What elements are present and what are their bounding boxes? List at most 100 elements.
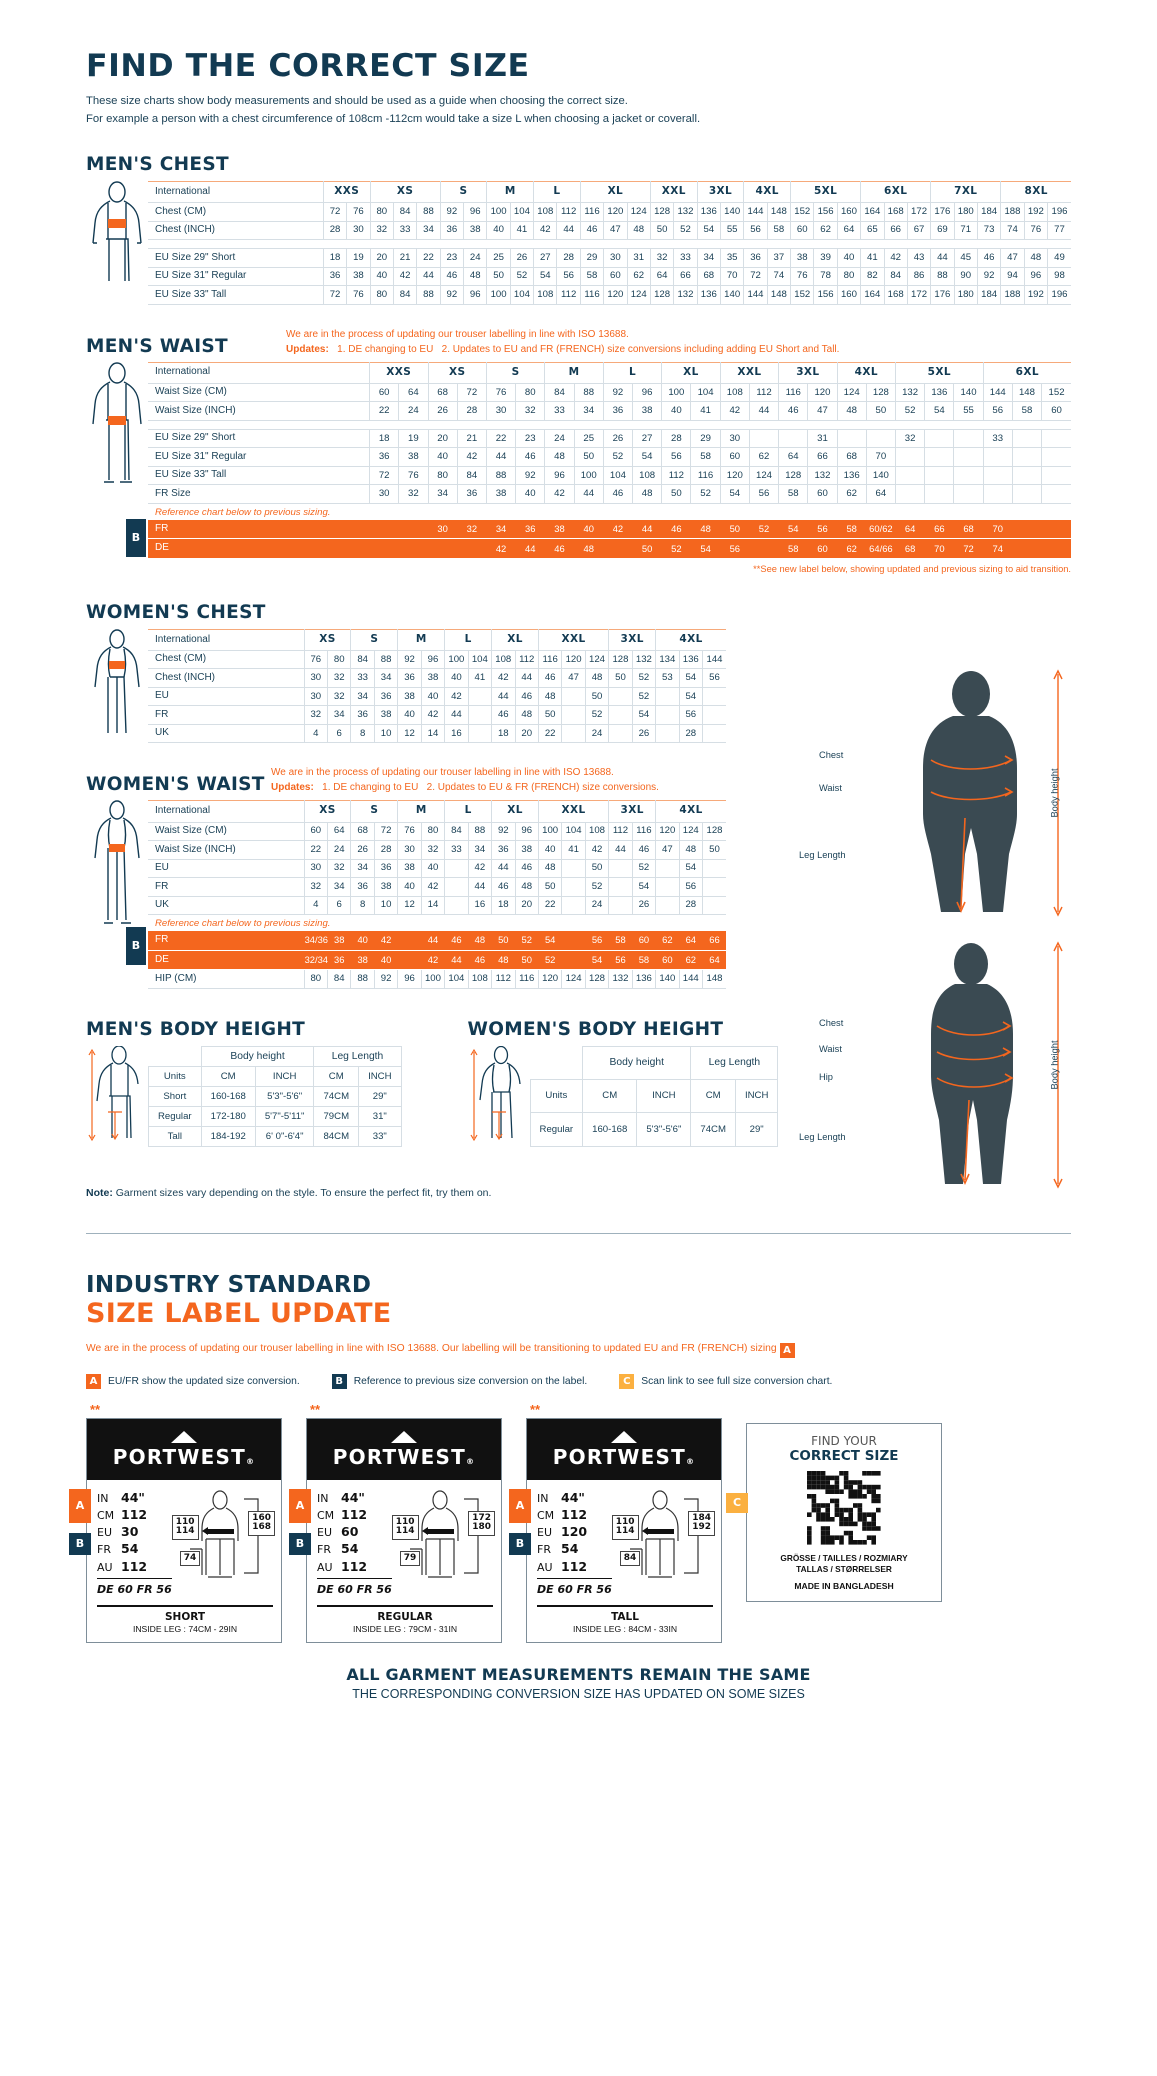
table-cell: 44 [748, 401, 779, 421]
spec-list: IN 44" CM 112 EU 120 FR 54 AU 112 DE 60 FR 56 [537, 1489, 612, 1597]
table-cell: 23 [515, 429, 545, 449]
table-cell: 40 [397, 877, 422, 897]
table-cell: 73 [976, 221, 1001, 241]
table-cell [953, 429, 984, 449]
spec-key: FR [97, 1543, 111, 1557]
table-cell [467, 687, 492, 707]
table-cell: 68 [894, 538, 925, 559]
table-cell: 104 [444, 969, 469, 989]
column-header: Units [529, 1078, 584, 1114]
table-cell: 94 [1000, 267, 1025, 287]
table-cell: 40 [573, 519, 604, 540]
table-cell: 76 [346, 285, 371, 305]
spec-value: 30 [121, 1524, 139, 1539]
qr-code-icon[interactable] [807, 1470, 881, 1545]
row-label: EU Size 33" Tall [148, 285, 324, 305]
table-cell: 47 [603, 221, 628, 241]
table-cell: 54 [778, 519, 808, 540]
table-cell: 36 [322, 267, 347, 287]
spec-key: IN [537, 1491, 549, 1505]
mens-waist-update-note: We are in the process of updating our tr… [286, 327, 839, 357]
female-callout-hip: Hip [819, 1072, 833, 1082]
row-label: Chest (CM) [148, 650, 305, 670]
male-height-figure [86, 1044, 148, 1147]
table-cell: 22 [485, 429, 516, 449]
brand-header: PORTWEST® [307, 1418, 501, 1480]
table-cell: 22 [369, 401, 399, 421]
table-cell [655, 724, 680, 744]
legend-text: Scan link to see full size conversion ch… [641, 1375, 833, 1387]
column-header: XXL [537, 629, 609, 651]
table-cell: 42 [420, 877, 445, 897]
table-cell: 44 [444, 705, 469, 725]
qr-title-line1: FIND YOUR [811, 1433, 877, 1448]
table-cell: 4 [303, 724, 328, 744]
chip-body-height: 160 168 [248, 1510, 275, 1537]
table-cell [655, 687, 680, 707]
table-cell: 52 [748, 519, 779, 540]
table-cell: 112 [491, 969, 515, 989]
table-cell: 54 [690, 538, 721, 559]
spec-list: IN 44" CM 112 EU 60 FR 54 AU 112 DE 60 FR 56 [317, 1489, 392, 1597]
table-cell: 128 [649, 202, 674, 222]
table-cell: 84 [544, 383, 575, 403]
row-label: International [148, 800, 305, 823]
column-header: XXL [649, 181, 698, 204]
female-torso-figure [86, 629, 148, 744]
table-cell: 28 [678, 896, 703, 915]
table-cell [608, 859, 633, 878]
badge-b-card: B [509, 1532, 531, 1555]
table-cell: 29 [690, 429, 721, 449]
column-group-header: Leg Length [313, 1045, 402, 1067]
table-cell: 47 [1000, 248, 1025, 268]
table-row: FR 30 32 34 36 38 40 42 44 46 48 50 52 54 56 58 60/62 64 6… [148, 519, 1071, 540]
column-header: 5XL [790, 181, 861, 204]
column-header: S [439, 181, 487, 204]
table-cell: 64 [326, 822, 351, 841]
table-cell: 74CM [313, 1085, 360, 1107]
table-cell: Regular [529, 1112, 584, 1147]
table-cell: 42 [719, 401, 750, 421]
table-cell: 54 [584, 950, 609, 970]
table-cell: 26 [631, 724, 656, 744]
table-cell [655, 859, 680, 878]
table-cell: 176 [930, 285, 955, 305]
table-cell: 108 [533, 202, 557, 222]
table-cell: 46 [602, 484, 633, 504]
table-cell: 22 [303, 840, 328, 860]
table-row: International XS S M L XL XXL 3XL 4XL [148, 629, 726, 651]
row-label: FR Size [148, 484, 370, 504]
table-cell: 84 [883, 267, 908, 287]
female-callout-waist: Waist [819, 1044, 842, 1054]
table-cell: 38 [326, 931, 351, 951]
spec-row: IN 44" [97, 1489, 172, 1506]
table-cell: 92 [515, 466, 545, 486]
table-cell [953, 484, 984, 504]
column-header: S [485, 362, 545, 384]
table-cell: 47 [561, 668, 586, 688]
table-cell: 42 [467, 859, 492, 878]
table-row: Waist Size (INCH) 22 24 26 28 30 32 33 34 36 38 40 4… [148, 401, 1071, 421]
table-cell: 42 [392, 267, 417, 287]
table-cell: 88 [373, 650, 398, 670]
table-cell: 148 [766, 285, 791, 305]
table-cell: 54 [678, 668, 703, 688]
table-cell: 5'7"-5'11" [254, 1105, 315, 1127]
table-cell: 116 [579, 285, 604, 305]
table-cell: 58 [766, 221, 791, 241]
table-row: Tall 184-192 6' 0"-6'4" 84CM 33" [148, 1125, 402, 1147]
table-cell: 38 [420, 668, 445, 688]
table-cell [982, 447, 1013, 467]
spec-value: 60 [341, 1524, 359, 1539]
female-height-figure [468, 1045, 530, 1147]
table-cell [561, 896, 586, 915]
table-cell: 58 [690, 447, 721, 467]
table-cell [836, 429, 867, 449]
spec-row: CM 112 [537, 1506, 612, 1523]
table-cell: 43 [906, 248, 931, 268]
row-label: EU [148, 859, 305, 878]
table-cell: 80 [326, 650, 351, 670]
table-cell [397, 931, 422, 951]
table-cell [602, 538, 633, 559]
table-cell: 112 [661, 466, 691, 486]
